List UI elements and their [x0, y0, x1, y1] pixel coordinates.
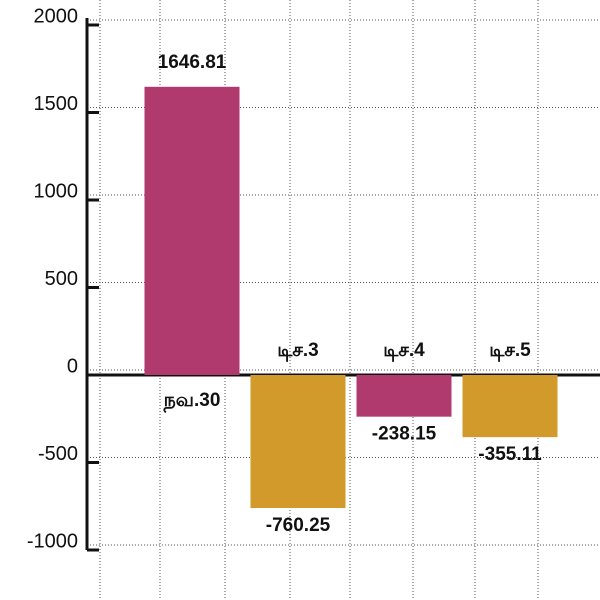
y-tick-label: 1500	[34, 93, 79, 115]
category-label: டிச.4	[383, 340, 425, 361]
y-tick-label: 1000	[34, 180, 79, 202]
bar	[356, 375, 452, 417]
y-tick-label: -500	[38, 443, 78, 465]
category-label: டிச.3	[277, 340, 319, 361]
bar	[250, 375, 346, 509]
category-label: நவ.30	[163, 390, 221, 413]
value-label: -238.15	[372, 424, 437, 445]
value-label: -355.11	[478, 444, 542, 465]
y-tick-label: -1000	[27, 530, 78, 552]
value-label: 1646.81	[158, 52, 227, 73]
y-tick-label: 0	[67, 355, 78, 377]
y-tick-label: 500	[45, 268, 78, 290]
value-label: -760.25	[266, 515, 331, 536]
y-tick-label: 2000	[34, 5, 79, 27]
category-label: டிச.5	[489, 340, 531, 361]
bar	[462, 375, 558, 438]
bar	[144, 86, 240, 375]
